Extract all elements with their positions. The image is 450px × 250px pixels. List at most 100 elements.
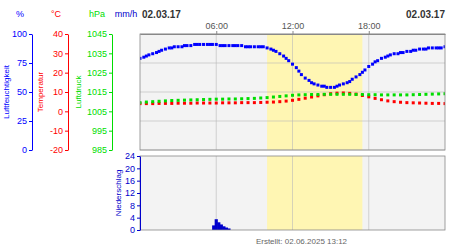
data-point [405,50,408,53]
tick: 12 [125,188,140,198]
data-point [183,102,186,105]
data-point [348,93,351,96]
data-point [316,84,319,87]
data-point [380,93,383,96]
tick: 20 [125,164,140,174]
tick-label: 20 [53,68,63,78]
data-point [304,97,307,100]
grid-line [140,92,445,93]
data-point [348,92,351,95]
data-point [297,70,300,73]
data-point [325,86,328,89]
axis-line [112,35,113,151]
data-point [297,93,300,96]
tick-label: 16 [125,176,135,186]
tick: 995 [92,126,112,136]
data-point [170,102,173,105]
data-point [177,99,180,102]
tick: 18:00 [358,21,381,34]
chart-svg: 06:0012:0018:001007550250Luftfeuchtigkei… [0,0,450,250]
tick-mark [109,53,112,54]
data-point [440,46,443,49]
data-point [173,45,176,48]
tick-mark [137,205,140,206]
grid-line [368,156,369,230]
data-point [221,101,224,104]
data-point [145,101,148,104]
data-point [224,44,227,47]
tick-mark [65,73,68,74]
annotation: Erstellt: 02.06.2025 13:12 [256,237,348,246]
axis-unit: mm/h [115,9,138,19]
marks-precipitation [212,219,230,230]
tick-mark [137,218,140,219]
data-point [313,82,316,85]
data-point [202,43,205,46]
tick-label: 1045 [87,29,107,39]
data-point [386,99,389,102]
tick-mark [109,150,112,151]
data-point [189,102,192,105]
data-point [393,100,396,103]
tick-label: -20 [50,145,63,155]
tick: 40 [53,29,68,39]
series-points [140,43,445,89]
data-point [329,92,332,95]
data-point [389,53,392,56]
data-point [259,96,262,99]
tick: 1025 [87,68,112,78]
data-point [253,101,256,104]
data-point [186,44,189,47]
data-point [414,49,417,52]
data-point [338,84,341,87]
data-point [158,100,161,103]
data-point [196,98,199,101]
tick: 0 [130,225,140,235]
data-point [355,93,358,96]
data-point [160,49,163,52]
data-point [183,99,186,102]
tick: -20 [50,145,68,155]
data-point [402,51,405,54]
tick-mark [109,73,112,74]
tick-mark [216,31,217,34]
tick: 75 [17,58,32,68]
data-point [170,99,173,102]
data-point [291,94,294,97]
tick-mark [137,181,140,182]
grid-horizontal [140,34,445,150]
data-point [399,93,402,96]
data-point [291,99,294,102]
tick: 12:00 [282,21,305,34]
data-point [291,63,294,66]
tick-mark [109,111,112,112]
plot-background [140,156,445,230]
data-point [295,66,298,69]
data-point [310,93,313,96]
plot-frame [140,34,445,150]
tick: 0 [58,107,68,117]
tick-label: 10 [53,87,63,97]
tick-mark [65,131,68,132]
tick: 0 [22,145,32,155]
data-point [259,101,262,104]
data-point [363,68,366,71]
data-point [367,93,370,96]
data-point [376,59,379,62]
tick-label: 1015 [87,87,107,97]
data-point [215,43,218,46]
tick: 50 [17,87,32,97]
tick-mark [65,111,68,112]
data-point [164,48,167,51]
data-point [418,102,421,105]
tick-mark [109,92,112,93]
tick-label: 50 [17,87,27,97]
tick-label: 25 [17,116,27,126]
grid-line [292,156,293,230]
data-point [278,95,281,98]
tick-label: 40 [53,29,63,39]
axis-line [32,35,33,151]
tick-mark [29,34,32,35]
tick-label: 75 [17,58,27,68]
data-point [274,50,277,53]
